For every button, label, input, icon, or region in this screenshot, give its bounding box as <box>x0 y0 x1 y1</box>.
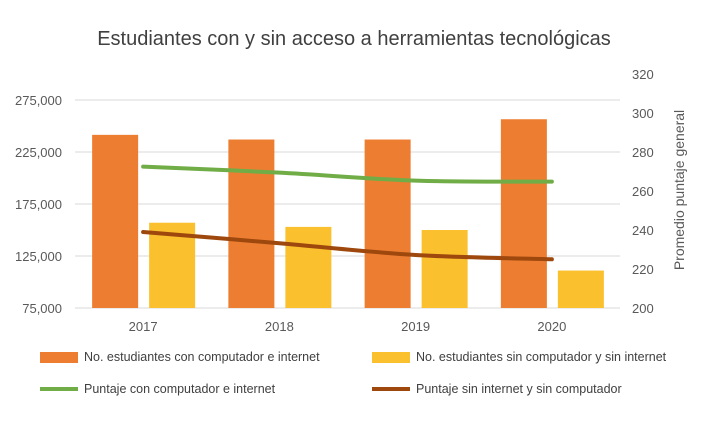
y-right-tick-label: 240 <box>632 223 654 238</box>
y-right-tick-label: 200 <box>632 301 654 316</box>
y-left-tick-label: 75,000 <box>22 301 62 316</box>
chart-title: Estudiantes con y sin acceso a herramien… <box>97 28 611 50</box>
bar-sin-2018 <box>285 226 332 308</box>
y-left-tick-label: 225,000 <box>15 145 62 160</box>
x-tick-label: 2019 <box>401 319 430 334</box>
y-left-tick-label: 175,000 <box>15 197 62 212</box>
y-right-tick-label: 300 <box>632 106 654 121</box>
legend-label: No. estudiantes con computador e interne… <box>84 350 320 364</box>
y-left-tick-label: 275,000 <box>15 93 62 108</box>
y-right-tick-label: 260 <box>632 184 654 199</box>
y-right-axis-title: Promedio puntaje general <box>671 110 687 270</box>
bar-con-2020 <box>500 119 547 309</box>
x-tick-label: 2017 <box>129 319 158 334</box>
y-right-tick-label: 320 <box>632 67 654 82</box>
x-tick-label: 2020 <box>537 319 566 334</box>
bar-sin-2019 <box>421 230 468 308</box>
legend-item-1: No. estudiantes sin computador y sin int… <box>372 350 666 364</box>
legend-swatch <box>372 387 410 391</box>
y-left-tick-label: 125,000 <box>15 249 62 264</box>
legend-label: Puntaje sin internet y sin computador <box>416 382 622 396</box>
legend-label: No. estudiantes sin computador y sin int… <box>416 350 667 364</box>
bar-con-2017 <box>92 134 139 308</box>
y-right-tick-label: 220 <box>632 262 654 277</box>
legend-swatch <box>40 351 78 363</box>
legend-item-2: Puntaje con computador e internet <box>40 382 275 396</box>
bar-con-2019 <box>364 139 411 308</box>
y-right-tick-label: 280 <box>632 145 654 160</box>
legend-item-0: No. estudiantes con computador e interne… <box>40 350 320 364</box>
x-tick-label: 2018 <box>265 319 294 334</box>
legend-item-3: Puntaje sin internet y sin computador <box>372 382 622 396</box>
legend-swatch <box>40 387 78 391</box>
bar-sin-2020 <box>557 270 604 308</box>
legend-swatch <box>372 351 410 363</box>
bar-con-2018 <box>228 139 275 308</box>
line-series-1 <box>141 229 554 262</box>
legend-label: Puntaje con computador e internet <box>84 382 276 396</box>
line-series-0 <box>141 164 554 184</box>
